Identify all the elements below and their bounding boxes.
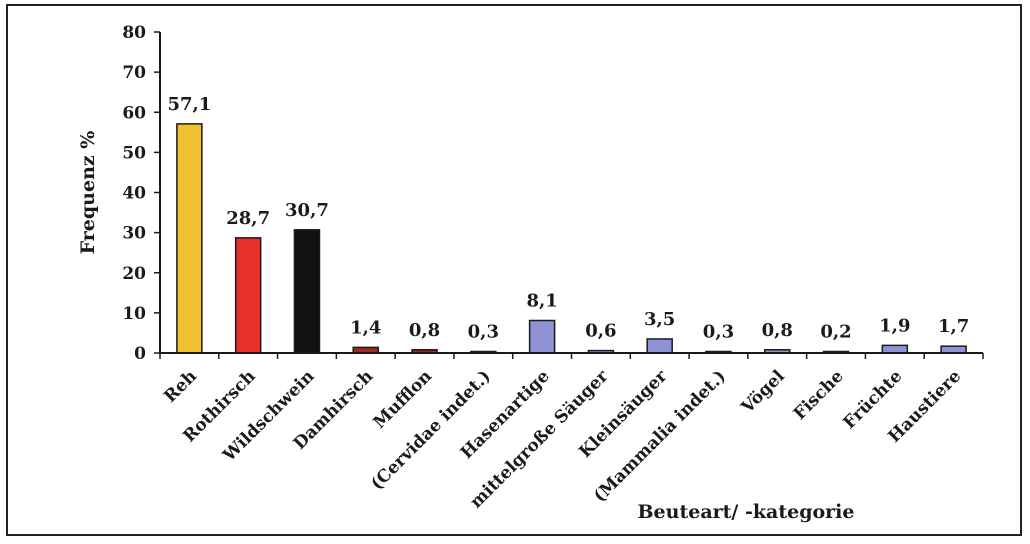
bar xyxy=(881,344,909,354)
y-tick-label: 20 xyxy=(122,264,146,284)
chart-frame: 0 10 20 30 40 50 60 70 80 57,1 28,7 30,7 1,4 0,8 0,3 8… xyxy=(6,4,1022,536)
value-label: 8,1 xyxy=(526,290,557,311)
y-tick-label: 70 xyxy=(122,63,146,83)
value-label: 28,7 xyxy=(226,208,270,229)
y-tick-label: 30 xyxy=(122,224,146,244)
category-label: Fische xyxy=(790,366,848,424)
y-axis-ticks: 0 10 20 30 40 50 60 70 80 xyxy=(122,23,984,364)
category-label: Reh xyxy=(160,366,201,407)
value-label: 30,7 xyxy=(285,200,329,221)
y-tick-label: 80 xyxy=(122,23,146,43)
y-tick-label: 40 xyxy=(122,184,146,204)
value-label: 1,9 xyxy=(879,315,910,336)
bar xyxy=(293,229,321,354)
value-label: 0,6 xyxy=(585,321,616,342)
x-axis-title: Beuteart/ -kategorie xyxy=(638,501,855,523)
y-tick-label: 0 xyxy=(134,344,146,364)
y-tick-label: 10 xyxy=(122,304,146,324)
bar xyxy=(176,123,203,354)
bars xyxy=(176,123,967,354)
y-axis-title: Frequenz % xyxy=(77,131,99,255)
value-label: 1,7 xyxy=(938,316,969,337)
bar-chart: 0 10 20 30 40 50 60 70 80 57,1 28,7 30,7 1,4 0,8 0,3 8… xyxy=(77,23,984,523)
bar xyxy=(528,319,556,354)
value-label: 0,8 xyxy=(409,320,440,341)
bar xyxy=(646,338,673,354)
value-label: 0,2 xyxy=(820,322,851,343)
category-label: Vögel xyxy=(737,366,789,418)
y-tick-label: 60 xyxy=(122,103,146,123)
bar xyxy=(234,237,262,354)
y-tick-label: 50 xyxy=(122,143,146,163)
value-label: 3,5 xyxy=(644,309,675,330)
value-label: 0,3 xyxy=(468,322,499,343)
value-label: 1,4 xyxy=(350,317,381,338)
category-labels: RehRothirschWildschweinDamhirschMufflon(… xyxy=(160,366,965,513)
value-labels: 57,1 28,7 30,7 1,4 0,8 0,3 8,1 0,6 3,5 0,3 0,8 0,2 1… xyxy=(167,94,969,343)
bar xyxy=(940,345,967,354)
value-label: 0,8 xyxy=(762,320,793,341)
value-label: 0,3 xyxy=(703,322,734,343)
value-label: 57,1 xyxy=(167,94,211,115)
